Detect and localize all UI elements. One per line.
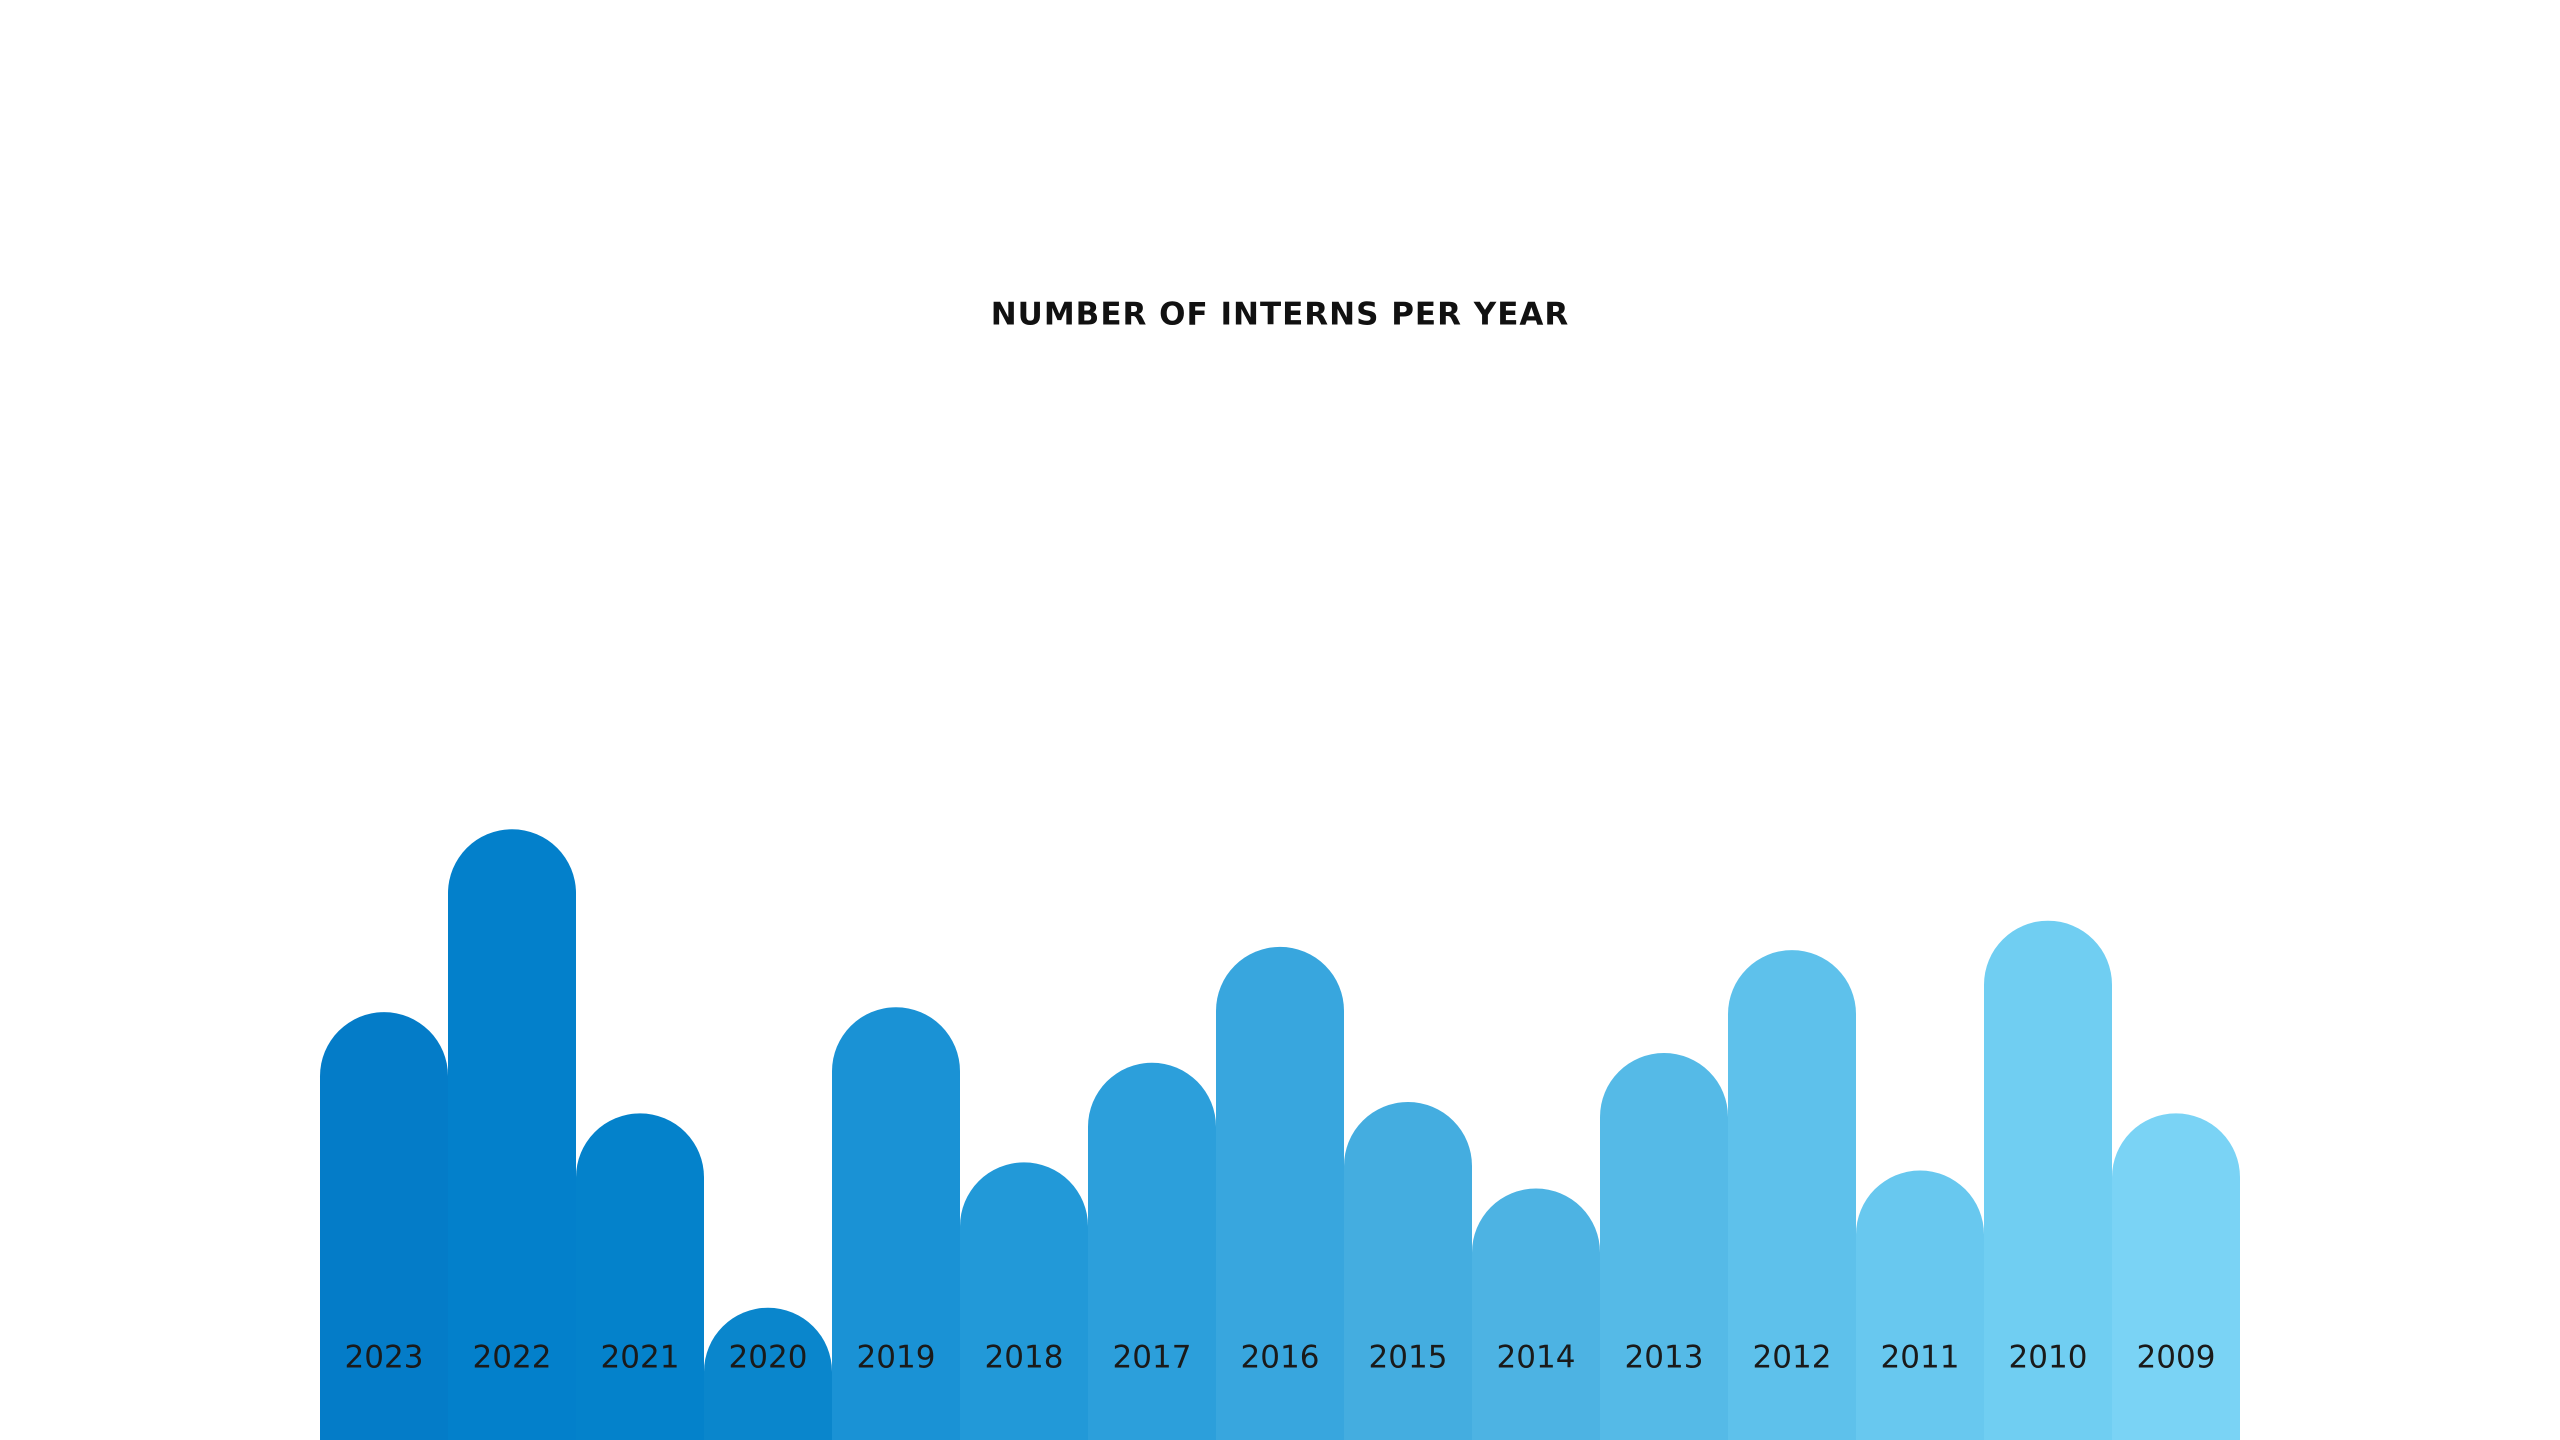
bar bbox=[448, 829, 576, 1440]
bar bbox=[1216, 946, 1344, 1440]
x-tick-label: 2022 bbox=[473, 1340, 552, 1376]
bar bbox=[1856, 1170, 1984, 1440]
x-tick-label: 2020 bbox=[729, 1340, 808, 1376]
x-tick-label: 2010 bbox=[2009, 1340, 2088, 1376]
bar bbox=[576, 1113, 704, 1440]
x-tick-label: 2016 bbox=[1241, 1340, 1320, 1376]
bar bbox=[1344, 1101, 1472, 1440]
x-tick-label: 2018 bbox=[985, 1340, 1064, 1376]
x-tick-label: 2015 bbox=[1369, 1340, 1448, 1376]
x-tick-label: 2013 bbox=[1625, 1340, 1704, 1376]
bar bbox=[1984, 920, 2112, 1440]
x-tick-label: 2019 bbox=[857, 1340, 936, 1376]
x-tick-label: 2017 bbox=[1113, 1340, 1192, 1376]
bar bbox=[1472, 1188, 1600, 1440]
bar bbox=[832, 1007, 960, 1440]
bar bbox=[2112, 1113, 2240, 1440]
x-tick-label: 2011 bbox=[1881, 1340, 1960, 1376]
chart-title: NUMBER OF INTERNS PER YEAR bbox=[991, 297, 1570, 333]
bar bbox=[1088, 1062, 1216, 1440]
x-tick-label: 2021 bbox=[601, 1340, 680, 1376]
bar bbox=[704, 1307, 832, 1440]
bar bbox=[960, 1162, 1088, 1440]
x-tick-label: 2009 bbox=[2137, 1340, 2216, 1376]
bar bbox=[320, 1012, 448, 1440]
bar bbox=[1600, 1052, 1728, 1440]
x-tick-label: 2023 bbox=[345, 1340, 424, 1376]
x-tick-label: 2014 bbox=[1497, 1340, 1576, 1376]
bar bbox=[1728, 950, 1856, 1440]
x-tick-label: 2012 bbox=[1753, 1340, 1832, 1376]
